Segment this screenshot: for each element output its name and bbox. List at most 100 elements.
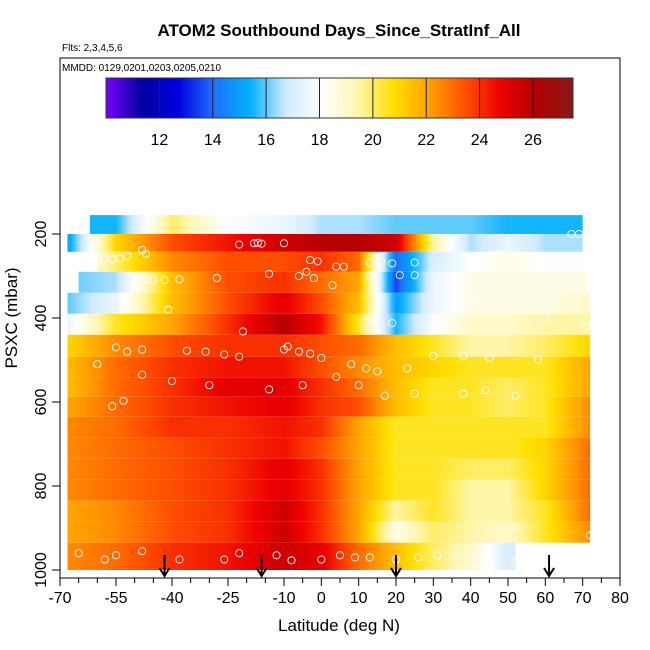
observation-point	[481, 386, 490, 395]
observation-point	[485, 561, 494, 570]
observation-point	[119, 396, 128, 405]
observation-point	[511, 391, 520, 400]
observation-point	[272, 551, 281, 560]
observation-point	[354, 381, 363, 390]
observation-point	[350, 553, 359, 562]
observation-point	[511, 557, 520, 566]
heatmap-layer	[89, 215, 583, 234]
y-axis: 200 400 600 800 1000	[33, 221, 60, 588]
y-tick-label: 400	[33, 305, 50, 332]
observation-point	[108, 402, 117, 411]
observation-point	[410, 258, 419, 267]
observation-point	[574, 229, 583, 239]
observation-point	[265, 269, 274, 278]
observation-point	[347, 360, 356, 369]
flights-subtitle: Flts: 2,3,4,5,6	[62, 43, 123, 54]
observation-point	[74, 549, 83, 558]
observation-point	[451, 554, 460, 563]
observation-points	[74, 229, 595, 570]
observation-point	[100, 555, 109, 564]
observation-point	[306, 255, 315, 265]
observation-point	[414, 553, 423, 562]
flight-arrow	[158, 555, 171, 578]
observation-point	[111, 343, 121, 352]
heatmap-layer	[67, 479, 591, 501]
heatmap-layers	[67, 215, 591, 570]
heatmap-layer	[97, 251, 587, 272]
y-tick-label: 200	[33, 221, 50, 248]
colorbar-tick-label: 14	[204, 132, 222, 149]
x-tick-label: 30	[424, 590, 442, 607]
x-tick-label: -70	[48, 590, 71, 607]
observation-point	[332, 372, 341, 381]
flight-arrow	[543, 555, 555, 578]
observation-point	[257, 239, 266, 248]
heatmap-layer	[67, 521, 591, 543]
observation-point	[235, 240, 244, 249]
observation-point	[220, 555, 229, 564]
observation-point	[279, 239, 289, 248]
y-tick-label: 1000	[33, 552, 50, 588]
observation-point	[586, 531, 595, 540]
y-axis-label: PSXC (mbar)	[2, 267, 21, 368]
observation-point	[201, 347, 210, 356]
colorbar-tick-label: 18	[311, 132, 329, 149]
observation-point	[339, 262, 348, 271]
observation-point	[138, 547, 147, 556]
observation-point	[362, 364, 371, 373]
heatmap-layer	[67, 377, 591, 397]
heatmap-layer	[67, 334, 591, 357]
observation-point	[541, 313, 550, 323]
x-axis: -70 -55 -40 -25 -10 0 10 20 30 40 50 60 70 80	[48, 578, 629, 607]
observation-point	[123, 251, 132, 260]
observation-point	[238, 327, 247, 336]
heatmap-layer	[67, 458, 591, 480]
observation-point	[335, 551, 345, 560]
observation-point	[309, 274, 318, 283]
colorbar-tick-label: 20	[364, 132, 382, 149]
observation-point	[123, 347, 132, 356]
observation-point	[533, 355, 542, 365]
x-tick-label: 10	[350, 590, 368, 607]
heatmap-layer	[67, 292, 591, 314]
x-tick-label: 20	[387, 590, 405, 607]
observation-point	[167, 376, 177, 386]
observation-point	[160, 276, 169, 285]
x-tick-label: 70	[574, 590, 592, 607]
observation-point	[380, 391, 389, 400]
x-tick-label: 50	[499, 590, 517, 607]
observation-point	[496, 250, 505, 259]
flight-arrows	[158, 555, 555, 578]
colorbar-tick-label: 12	[150, 132, 168, 149]
observation-point	[533, 258, 542, 267]
observation-point	[235, 549, 244, 558]
heatmap-layer	[78, 271, 587, 293]
chart-title: ATOM2 Southbound Days_Since_StratInf_All	[157, 21, 520, 40]
observation-point	[433, 551, 442, 560]
colorbar-ticks: 12 14 16 18 20 22 24 26	[150, 78, 542, 149]
x-tick-label: 80	[611, 590, 629, 607]
heatmap-layer	[67, 500, 591, 522]
observation-point	[302, 267, 311, 276]
colorbar	[105, 77, 574, 119]
flight-arrow	[255, 555, 268, 578]
observation-point	[175, 275, 184, 284]
colorbar-tick-label: 22	[417, 132, 435, 149]
observation-point	[115, 254, 124, 263]
colorbar-tick-label: 26	[524, 132, 542, 149]
observation-point	[477, 258, 486, 267]
dates-subtitle: MMDD: 0129,0201,0203,0205,0210	[62, 63, 221, 74]
observation-point	[459, 389, 468, 398]
observation-point	[287, 556, 296, 565]
observation-point	[85, 254, 94, 263]
observation-point	[212, 274, 221, 283]
observation-point	[388, 318, 397, 328]
heatmap-layer	[67, 234, 583, 252]
x-tick-label: -25	[216, 590, 239, 607]
observation-point	[365, 258, 374, 267]
observation-point	[265, 385, 274, 394]
observation-point	[138, 345, 147, 354]
heatmap-layer	[67, 356, 591, 378]
observation-point	[429, 351, 438, 360]
observation-point	[182, 346, 191, 355]
